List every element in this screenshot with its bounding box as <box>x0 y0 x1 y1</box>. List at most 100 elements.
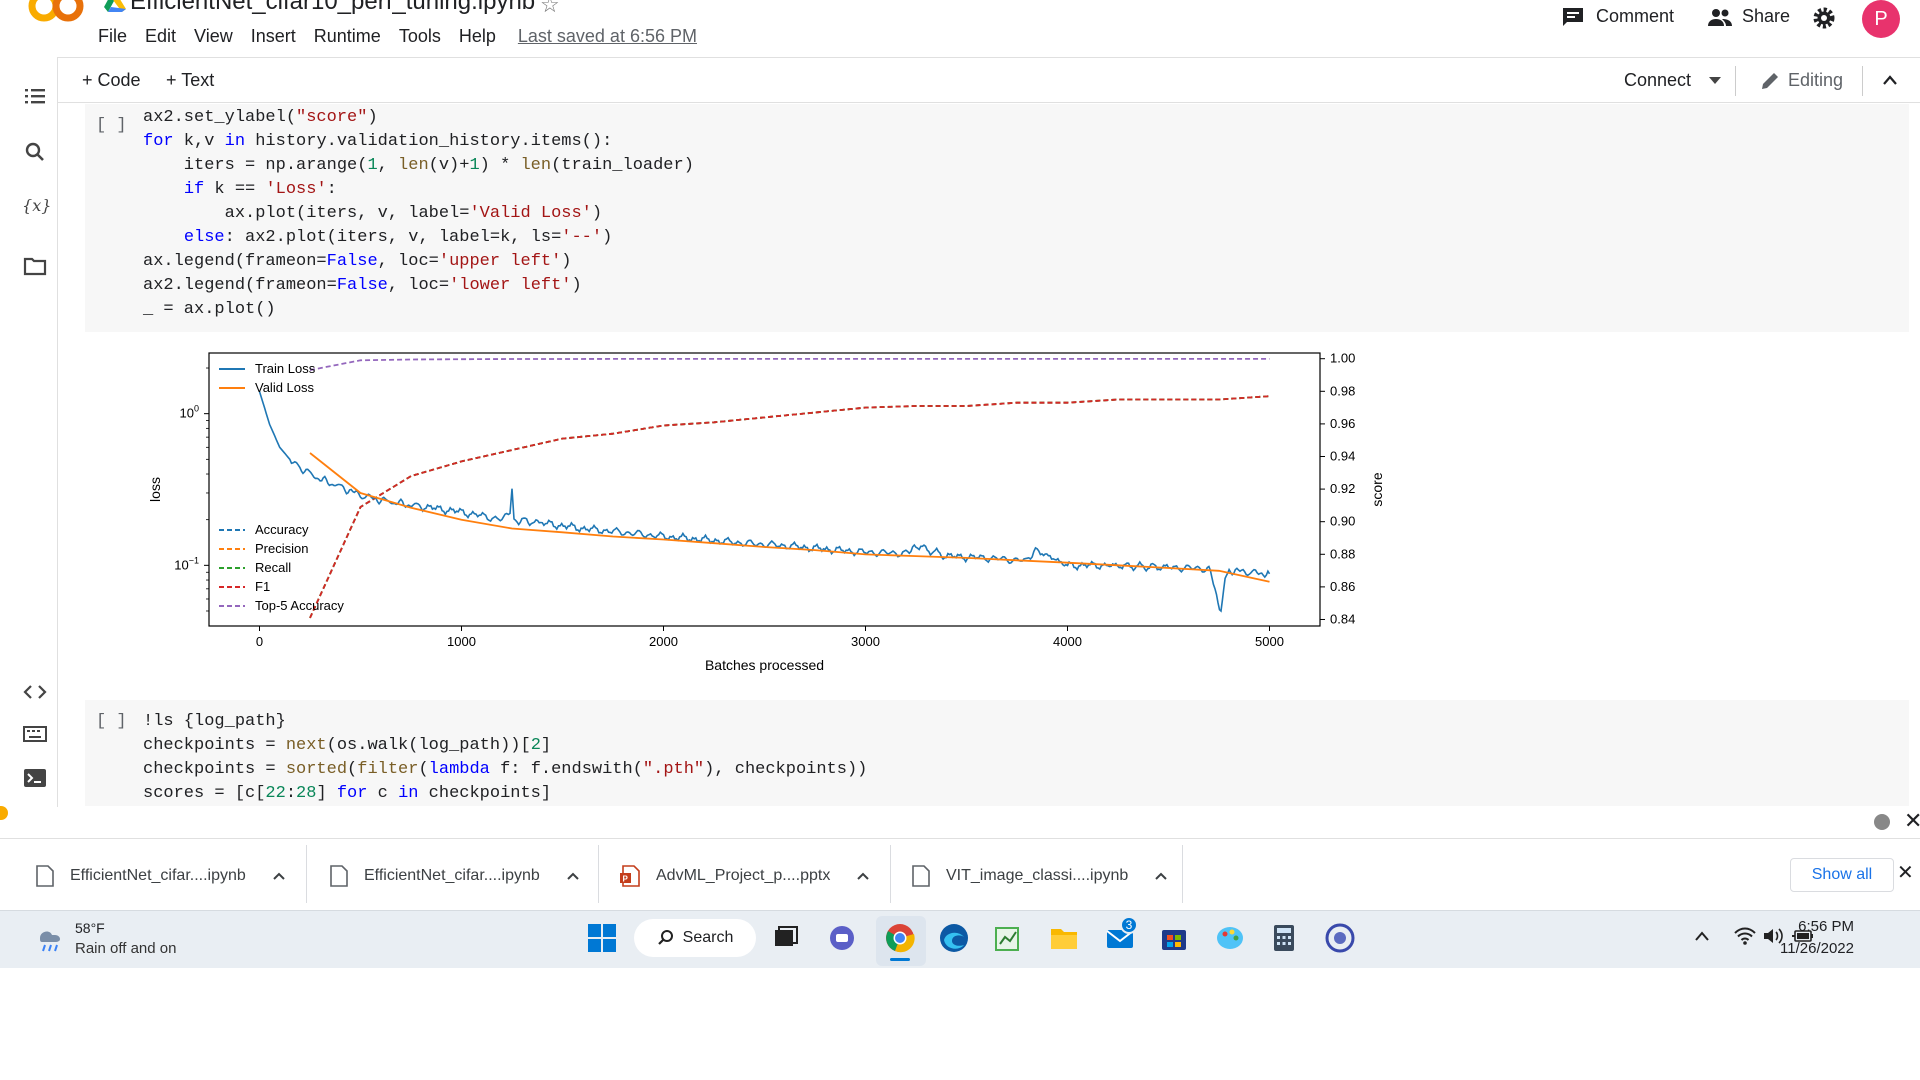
powerpoint-icon: P <box>620 865 640 887</box>
close-icon[interactable]: ✕ <box>1897 862 1914 884</box>
chevron-down-icon[interactable] <box>1709 76 1722 85</box>
avatar[interactable]: P <box>1862 0 1900 38</box>
divider <box>1182 845 1183 903</box>
weather-rain-icon[interactable] <box>36 924 66 954</box>
task-view-icon[interactable] <box>770 922 802 954</box>
file-icon <box>912 865 930 887</box>
clock-time[interactable]: 6:56 PM <box>1798 918 1854 935</box>
search-icon[interactable] <box>22 140 48 164</box>
folder-icon[interactable] <box>22 254 48 278</box>
terminal-icon[interactable] <box>22 766 48 790</box>
run-cell-button[interactable]: [ ] <box>96 712 127 731</box>
run-cell-button[interactable]: [ ] <box>96 116 127 135</box>
chevron-up-icon[interactable] <box>272 871 286 881</box>
y-right-axis-label: score <box>1369 472 1385 506</box>
connect-button[interactable]: Connect <box>1624 70 1722 91</box>
comment-button[interactable]: Comment <box>1562 6 1674 27</box>
y-left-tick-exponent: 0 <box>194 404 199 414</box>
editing-label: Editing <box>1788 70 1844 90</box>
code-cell[interactable] <box>85 104 1909 332</box>
notebook-toolbar <box>58 57 1920 103</box>
last-saved-link[interactable]: Last saved at 6:56 PM <box>517 26 697 46</box>
windows-start-icon[interactable] <box>586 922 618 954</box>
search-label: Search <box>682 929 734 946</box>
divider <box>306 845 307 903</box>
volume-icon[interactable] <box>1762 926 1784 946</box>
menu-file[interactable]: File <box>98 26 128 46</box>
chevron-up-icon[interactable] <box>856 871 870 881</box>
close-icon[interactable]: ✕ <box>1904 808 1920 833</box>
people-icon <box>1708 8 1732 26</box>
chevron-up-icon[interactable] <box>1154 871 1168 881</box>
weather-description[interactable]: Rain off and on <box>75 940 177 957</box>
menu-bar: File Edit View Insert Runtime Tools Help… <box>98 26 715 47</box>
app-icon[interactable] <box>992 922 1024 954</box>
taskbar-search[interactable]: Search <box>634 919 756 957</box>
file-explorer-icon[interactable] <box>1048 922 1080 954</box>
menu-insert[interactable]: Insert <box>250 26 296 46</box>
share-button[interactable]: Share <box>1708 6 1790 27</box>
teams-chat-icon[interactable] <box>826 922 858 954</box>
download-item[interactable]: EfficientNet_cifar....ipynb <box>330 858 580 894</box>
legend-label: Precision <box>255 541 308 556</box>
svg-text:P: P <box>623 875 629 884</box>
download-item[interactable]: VIT_image_classi....ipynb <box>912 858 1168 894</box>
chevron-up-icon[interactable] <box>1694 930 1710 942</box>
downloads-bar <box>0 838 1920 910</box>
taskbar <box>0 910 1920 968</box>
add-code-button[interactable]: + Code <box>82 70 141 90</box>
show-all-button[interactable]: Show all <box>1790 858 1894 892</box>
y-right-tick-label: 0.92 <box>1330 481 1355 496</box>
battery-icon[interactable] <box>1792 928 1816 944</box>
clock-date[interactable]: 11/26/2022 <box>1780 940 1854 957</box>
download-item[interactable]: EfficientNet_cifar....ipynb <box>36 858 286 894</box>
x-tick-label: 5000 <box>1255 634 1284 649</box>
mail-icon[interactable] <box>1104 922 1136 954</box>
editing-mode-button[interactable]: Editing <box>1760 70 1843 91</box>
code-editor[interactable]: !ls {log_path} checkpoints = next(os.walk… <box>143 712 868 803</box>
menu-edit[interactable]: Edit <box>145 26 177 46</box>
download-item[interactable]: P AdvML_Project_p....pptx <box>620 858 870 894</box>
chevron-up-icon[interactable] <box>1882 74 1898 86</box>
left-rail <box>0 57 58 807</box>
code-editor[interactable]: ax2.set_ylabel("score") for k,v in histor… <box>143 108 694 319</box>
menu-runtime[interactable]: Runtime <box>313 26 381 46</box>
circle-icon <box>1874 814 1890 830</box>
table-of-contents-icon[interactable] <box>22 84 48 108</box>
file-icon <box>330 865 348 887</box>
legend-label: F1 <box>255 579 270 594</box>
x-tick-label: 2000 <box>649 634 678 649</box>
download-name: AdvML_Project_p....pptx <box>656 867 831 884</box>
command-palette-icon[interactable] <box>22 722 48 746</box>
code-cell[interactable] <box>85 700 1909 806</box>
app-icon[interactable] <box>1324 922 1356 954</box>
store-icon[interactable] <box>1158 922 1190 954</box>
notebook-title[interactable]: EfficientNet_cifar10_perf_tuning.ipynb <box>130 0 536 15</box>
menu-view[interactable]: View <box>194 26 233 46</box>
edge-icon[interactable] <box>938 922 970 954</box>
file-icon <box>36 865 54 887</box>
menu-tools[interactable]: Tools <box>398 26 441 46</box>
weather-temperature[interactable]: 58°F <box>75 920 105 936</box>
chrome-icon[interactable] <box>884 922 916 954</box>
y-left-tick-exponent: −1 <box>189 555 199 565</box>
comment-icon <box>1563 7 1583 26</box>
colab-logo[interactable] <box>26 0 86 28</box>
active-indicator <box>890 958 910 961</box>
wifi-icon[interactable] <box>1734 926 1756 946</box>
star-icon[interactable]: ☆ <box>540 0 560 17</box>
add-text-button[interactable]: + Text <box>166 70 215 90</box>
calculator-icon[interactable] <box>1268 922 1300 954</box>
variables-icon[interactable]: {x} <box>22 196 52 215</box>
mail-badge: 3 <box>1120 916 1138 934</box>
code-snippets-icon[interactable] <box>22 680 48 704</box>
menu-help[interactable]: Help <box>458 26 496 46</box>
search-icon <box>657 930 673 945</box>
paint-icon[interactable] <box>1214 922 1246 954</box>
x-tick-label: 3000 <box>851 634 880 649</box>
gear-icon[interactable] <box>1812 6 1836 30</box>
chevron-up-icon[interactable] <box>566 871 580 881</box>
y-left-tick-label: 10−1 <box>174 555 199 572</box>
x-tick-label: 0 <box>256 634 263 649</box>
download-name: EfficientNet_cifar....ipynb <box>70 867 246 884</box>
